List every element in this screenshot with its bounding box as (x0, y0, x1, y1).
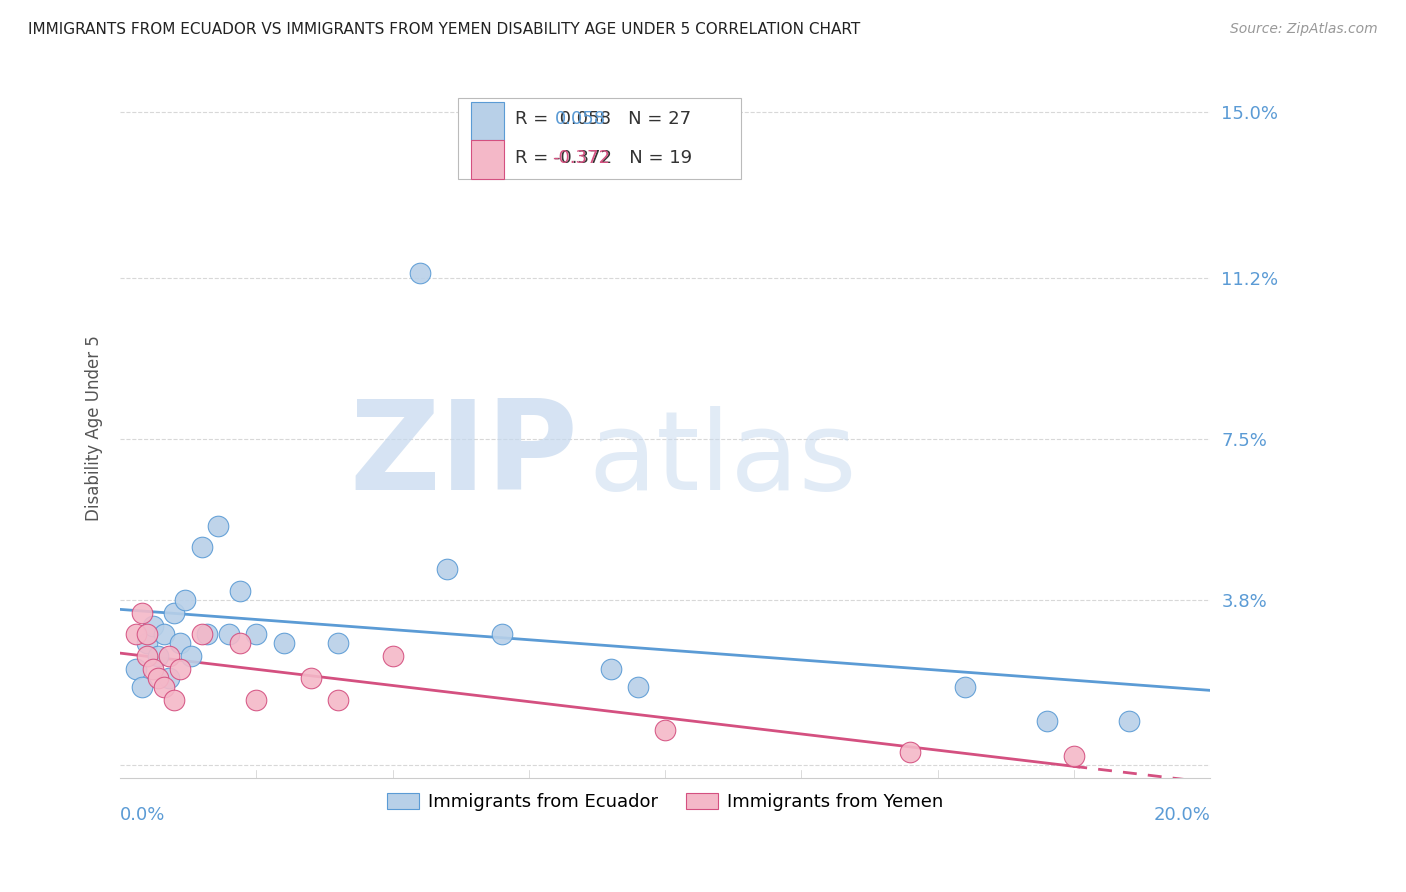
Point (136, 636, 159, 650)
Point (599, 662, 621, 676)
Point (146, 649, 169, 664)
Point (1063, 749, 1085, 764)
Point (953, 680, 976, 694)
Point (326, 692, 349, 706)
Point (245, 692, 267, 706)
FancyBboxPatch shape (458, 98, 741, 179)
Point (125, 662, 148, 676)
Point (218, 627, 240, 641)
Point (245, 627, 267, 641)
Point (146, 671, 169, 685)
Point (299, 671, 322, 685)
Point (436, 562, 458, 576)
Text: 0.058: 0.058 (555, 110, 606, 128)
Point (229, 636, 252, 650)
Text: ZIP: ZIP (349, 395, 578, 516)
Text: IMMIGRANTS FROM ECUADOR VS IMMIGRANTS FROM YEMEN DISABILITY AGE UNDER 5 CORRELAT: IMMIGRANTS FROM ECUADOR VS IMMIGRANTS FR… (28, 22, 860, 37)
Text: atlas: atlas (589, 406, 858, 513)
Point (326, 636, 349, 650)
Point (163, 606, 186, 620)
Point (180, 649, 202, 664)
Point (195, 627, 218, 641)
Point (273, 636, 295, 650)
Point (157, 649, 180, 664)
FancyBboxPatch shape (471, 140, 503, 178)
Point (131, 606, 153, 620)
Point (142, 618, 165, 632)
Point (900, 745, 922, 759)
Point (654, 723, 676, 738)
Point (163, 692, 186, 706)
Point (142, 662, 165, 676)
Point (229, 583, 252, 598)
Point (152, 680, 174, 694)
Point (131, 680, 153, 694)
Point (627, 680, 650, 694)
Point (169, 662, 191, 676)
Point (409, 266, 432, 280)
Text: -0.372: -0.372 (551, 149, 610, 167)
Point (125, 627, 148, 641)
Text: 20.0%: 20.0% (1153, 806, 1211, 824)
Point (190, 541, 212, 555)
Point (1118, 714, 1140, 729)
Point (491, 627, 513, 641)
Point (207, 518, 229, 533)
Point (1035, 714, 1057, 729)
Point (152, 627, 174, 641)
Point (136, 627, 159, 641)
Point (190, 627, 212, 641)
Text: 0.0%: 0.0% (120, 806, 166, 824)
Point (381, 649, 404, 664)
Point (174, 592, 197, 607)
Text: R =  0.058   N = 27: R = 0.058 N = 27 (515, 110, 690, 128)
Text: Source: ZipAtlas.com: Source: ZipAtlas.com (1230, 22, 1378, 37)
Legend: Immigrants from Ecuador, Immigrants from Yemen: Immigrants from Ecuador, Immigrants from… (380, 785, 950, 818)
Point (169, 636, 191, 650)
Point (136, 649, 159, 664)
Text: R = -0.372   N = 19: R = -0.372 N = 19 (515, 149, 692, 167)
Y-axis label: Disability Age Under 5: Disability Age Under 5 (86, 334, 103, 521)
FancyBboxPatch shape (471, 102, 503, 140)
Point (157, 671, 180, 685)
